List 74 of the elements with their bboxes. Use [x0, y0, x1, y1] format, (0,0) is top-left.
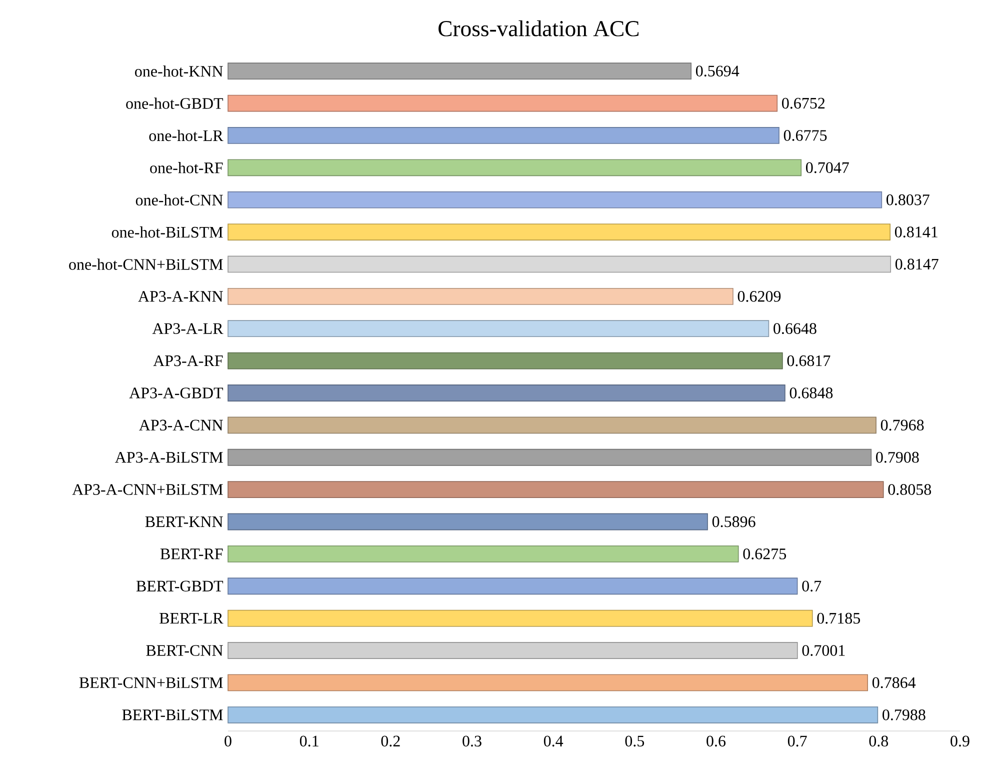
x-tick-label: 0 — [224, 736, 232, 746]
bar — [228, 224, 891, 240]
y-tick-label: one-hot-KNN — [135, 65, 223, 77]
y-tick-label: one-hot-GBDT — [126, 98, 224, 109]
chart-title: Cross-validation ACC — [438, 20, 638, 36]
data-label: 0.7968 — [880, 420, 924, 431]
y-tick-label: BERT-GBDT — [136, 580, 224, 592]
bar — [228, 352, 783, 370]
bar — [228, 706, 878, 724]
y-tick-label: one-hot-CNN+BiLSTM — [69, 258, 223, 270]
bar — [228, 578, 798, 595]
x-tick-label: 0.4 — [544, 736, 564, 747]
data-label: 0.7047 — [806, 162, 849, 174]
data-label: 0.5694 — [696, 66, 740, 77]
y-tick-label: AP3-A-BiLSTM — [114, 452, 223, 463]
bar — [228, 288, 734, 305]
bar — [228, 416, 876, 434]
y-tick-label: one-hot-BiLSTM — [112, 226, 223, 238]
bar — [228, 481, 884, 498]
bar — [228, 94, 778, 112]
y-tick-label: AP3-A-LR — [152, 323, 224, 334]
data-label: 0.7988 — [882, 709, 926, 720]
x-tick-label: 0.6 — [706, 736, 726, 747]
y-tick-label: BERT-LR — [160, 613, 224, 624]
bar — [228, 674, 868, 692]
y-tick-label: AP3-A-CNN+BiLSTM — [72, 484, 223, 495]
data-label: 0.6275 — [743, 548, 786, 560]
bar — [228, 159, 802, 176]
bar — [228, 610, 813, 627]
bar — [228, 448, 872, 466]
data-label: 0.6648 — [774, 323, 816, 334]
x-tick-label: 0.8 — [869, 736, 888, 747]
bar — [228, 384, 786, 402]
data-label: 0.7001 — [802, 645, 845, 656]
bar — [228, 513, 708, 530]
x-tick-label: 0.7 — [788, 736, 807, 747]
y-tick-label: BERT-CNN — [146, 645, 223, 656]
x-tick-label: 0.3 — [462, 736, 482, 747]
data-label: 0.7 — [802, 580, 822, 592]
y-tick-label: AP3-A-CNN — [138, 420, 223, 431]
y-tick-label: one-hot-LR — [149, 130, 224, 142]
data-label: 0.8058 — [888, 484, 932, 495]
y-tick-label: AP3-A-GBDT — [129, 388, 224, 398]
y-tick-label: one-hot-RF — [150, 162, 223, 174]
x-tick-label: 0.5 — [625, 736, 644, 747]
data-label: 0.8037 — [886, 194, 930, 206]
y-tick-label: AP3-A-KNN — [138, 291, 223, 302]
data-label: 0.6817 — [787, 355, 830, 366]
data-label: 0.7908 — [876, 452, 919, 463]
data-label: 0.6209 — [738, 290, 781, 302]
y-tick-label: BERT-BiLSTM — [122, 710, 223, 720]
y-tick-label: AP3-A-RF — [153, 355, 223, 366]
y-tick-label: BERT-CNN+BiLSTM — [79, 677, 223, 688]
bar — [228, 62, 692, 80]
data-label: 0.7185 — [817, 612, 860, 624]
bar — [228, 320, 770, 338]
data-label: 0.7864 — [872, 677, 916, 688]
bar — [228, 642, 798, 659]
data-label: 0.6752 — [782, 98, 825, 109]
data-label: 0.5896 — [712, 516, 756, 528]
x-tick-label: 0.2 — [381, 736, 400, 747]
data-label: 0.6775 — [784, 130, 827, 141]
bar — [228, 256, 892, 273]
bar — [228, 545, 739, 562]
x-tick-label: 0.9 — [950, 736, 970, 747]
data-label: 0.8147 — [895, 258, 938, 270]
x-tick-label: 0.1 — [300, 736, 318, 747]
y-tick-label: BERT-RF — [160, 548, 223, 560]
bar — [228, 127, 780, 144]
y-tick-label: one-hot-CNN — [136, 194, 223, 206]
bar — [228, 191, 882, 208]
data-label: 0.8141 — [894, 226, 938, 238]
y-tick-label: BERT-KNN — [145, 516, 223, 528]
data-label: 0.6848 — [790, 388, 833, 398]
